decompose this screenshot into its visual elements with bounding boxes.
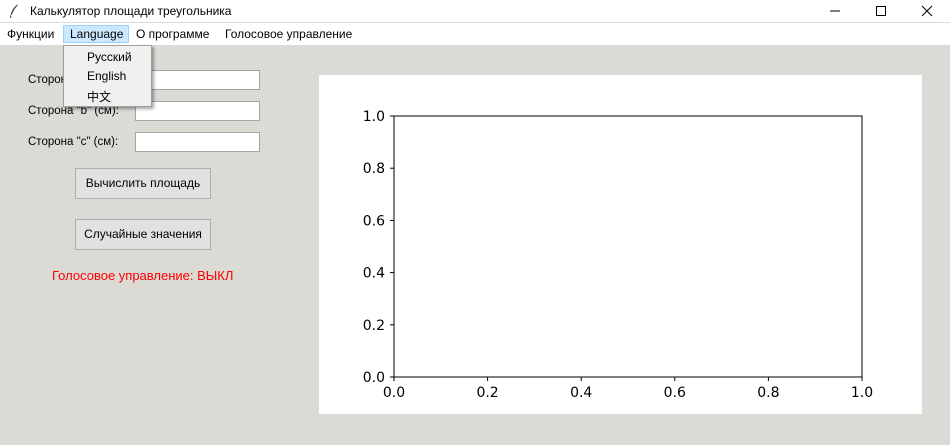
side-b-label: Сторона "b" (см): (28, 105, 119, 117)
y-tick-label: 0.6 (363, 213, 385, 229)
y-tick-label: 0.0 (363, 370, 385, 386)
x-tick-label: 0.0 (383, 385, 405, 401)
x-tick-label: 0.6 (664, 385, 686, 401)
language-option-russian[interactable]: Русский (87, 50, 132, 64)
x-tick-label: 0.4 (570, 385, 592, 401)
menu-language[interactable]: Language (63, 25, 129, 43)
side-c-input[interactable] (135, 132, 260, 152)
plot-canvas: 0.0 0.2 0.4 0.6 0.8 1.0 0.0 0.2 0.4 0.6 0.8 1.0 (319, 75, 922, 414)
y-tick-label: 0.2 (363, 318, 385, 334)
menu-bar: Функции Language О программе Голосовое у… (0, 23, 950, 45)
x-tick-label: 0.8 (757, 385, 779, 401)
menu-voice-control[interactable]: Голосовое управление (225, 27, 353, 41)
y-tick-label: 0.8 (363, 161, 385, 177)
minimize-button[interactable] (812, 0, 858, 22)
y-tick-label: 0.4 (363, 266, 385, 282)
side-b-input[interactable] (135, 101, 260, 121)
language-dropdown: Русский English 中文 (63, 45, 152, 107)
y-tick-label: 1.0 (363, 109, 385, 125)
language-option-english[interactable]: English (87, 69, 127, 83)
language-option-chinese[interactable]: 中文 (87, 90, 112, 104)
side-a-input[interactable] (135, 70, 260, 90)
voice-status-label: Голосовое управление: ВЫКЛ (52, 268, 234, 283)
minimize-icon (830, 10, 840, 12)
maximize-icon (876, 6, 886, 16)
side-c-label: Сторона "c" (см): (28, 136, 119, 148)
plot-axes-frame (393, 115, 863, 378)
close-button[interactable] (904, 0, 950, 22)
title-bar: Калькулятор площади треугольника (0, 0, 950, 22)
menu-functions[interactable]: Функции (7, 27, 55, 41)
close-icon (921, 5, 933, 17)
empty-plot: 0.0 0.2 0.4 0.6 0.8 1.0 0.0 0.2 0.4 0.6 0.8 1.0 (363, 109, 873, 401)
calculate-area-button[interactable]: Вычислить площадь (75, 168, 211, 199)
x-tick-label: 0.2 (476, 385, 498, 401)
x-tick-label: 1.0 (851, 385, 873, 401)
maximize-button[interactable] (858, 0, 904, 22)
feather-icon (8, 3, 22, 19)
random-values-button[interactable]: Случайные значения (75, 219, 211, 250)
menu-about[interactable]: О программе (136, 27, 210, 41)
window-title: Калькулятор площади треугольника (30, 4, 232, 18)
